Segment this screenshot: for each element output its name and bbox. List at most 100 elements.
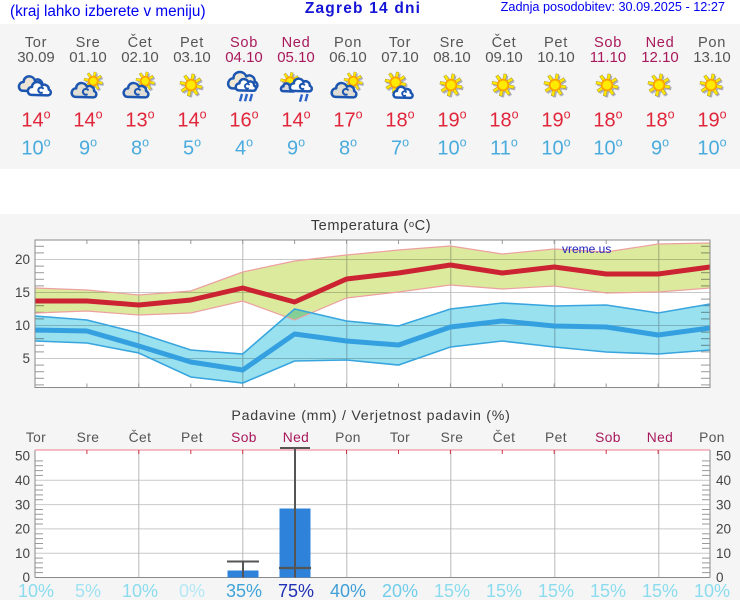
svg-text:16o: 16o: [229, 108, 258, 132]
svg-text:18o: 18o: [489, 108, 518, 132]
svg-text:40: 40: [15, 473, 30, 488]
svg-text:50: 50: [716, 449, 731, 464]
svg-text:Pet: Pet: [545, 430, 567, 445]
svg-text:Čet: Čet: [492, 34, 517, 51]
svg-text:0%: 0%: [179, 581, 205, 600]
svg-text:30.09: 30.09: [17, 49, 55, 66]
svg-text:5%: 5%: [75, 581, 101, 600]
svg-text:35%: 35%: [226, 581, 262, 600]
svg-text:15%: 15%: [538, 581, 574, 600]
svg-text:40: 40: [716, 473, 731, 488]
svg-text:Pet: Pet: [181, 430, 203, 445]
svg-text:8o: 8o: [131, 136, 149, 160]
svg-text:10%: 10%: [18, 581, 54, 600]
svg-text:10o: 10o: [541, 136, 570, 160]
svg-text:Pon: Pon: [699, 430, 725, 445]
svg-text:Čet: Čet: [128, 34, 153, 51]
svg-text:10: 10: [716, 546, 731, 561]
svg-text:30: 30: [15, 497, 30, 512]
svg-text:75%: 75%: [278, 581, 314, 600]
svg-text:40%: 40%: [330, 581, 366, 600]
svg-text:30: 30: [716, 497, 731, 512]
svg-text:14o: 14o: [177, 108, 206, 132]
svg-text:Pet: Pet: [180, 35, 204, 51]
svg-text:20: 20: [15, 522, 30, 537]
svg-text:9o: 9o: [287, 136, 305, 160]
svg-text:5o: 5o: [183, 136, 201, 160]
svg-text:Sre: Sre: [76, 35, 101, 51]
svg-text:Sob: Sob: [594, 35, 622, 51]
svg-text:Tor: Tor: [390, 430, 410, 445]
svg-text:08.10: 08.10: [433, 49, 471, 66]
svg-text:50: 50: [15, 449, 30, 464]
svg-text:Pet: Pet: [544, 35, 568, 51]
svg-text:Pon: Pon: [334, 35, 362, 51]
svg-text:05.10: 05.10: [277, 49, 315, 66]
svg-text:14o: 14o: [73, 108, 102, 132]
svg-text:Temperatura (oC): Temperatura (oC): [311, 218, 431, 234]
svg-text:13.10: 13.10: [693, 49, 731, 66]
svg-text:10.10: 10.10: [537, 49, 575, 66]
svg-text:7o: 7o: [391, 136, 409, 160]
svg-text:15%: 15%: [486, 581, 522, 600]
svg-text:01.10: 01.10: [69, 49, 107, 66]
svg-text:Čet: Čet: [129, 429, 152, 445]
svg-text:Čet: Čet: [493, 429, 516, 445]
svg-text:Sob: Sob: [595, 430, 621, 445]
svg-text:15: 15: [15, 285, 30, 300]
svg-text:Sob: Sob: [230, 35, 258, 51]
svg-text:Sre: Sre: [77, 430, 100, 445]
svg-text:18o: 18o: [645, 108, 674, 132]
svg-text:15%: 15%: [434, 581, 470, 600]
svg-text:10: 10: [15, 546, 30, 561]
svg-text:18o: 18o: [593, 108, 622, 132]
svg-text:17o: 17o: [333, 108, 362, 132]
svg-text:10o: 10o: [697, 136, 726, 160]
svg-text:Ned: Ned: [283, 430, 310, 445]
svg-text:Pon: Pon: [335, 430, 361, 445]
svg-text:10o: 10o: [21, 136, 50, 160]
svg-text:09.10: 09.10: [485, 49, 523, 66]
svg-text:10: 10: [15, 318, 30, 333]
svg-text:19o: 19o: [437, 108, 466, 132]
svg-text:Tor: Tor: [26, 430, 46, 445]
svg-text:Ned: Ned: [647, 430, 674, 445]
svg-text:Pon: Pon: [698, 35, 726, 51]
svg-text:07.10: 07.10: [381, 49, 419, 66]
svg-text:0: 0: [22, 570, 30, 585]
svg-text:4o: 4o: [235, 136, 253, 160]
svg-text:20: 20: [15, 252, 30, 267]
svg-text:11.10: 11.10: [590, 49, 626, 66]
svg-text:Sre: Sre: [441, 430, 464, 445]
svg-text:02.10: 02.10: [121, 49, 159, 66]
svg-text:Ned: Ned: [646, 35, 675, 51]
svg-text:5: 5: [22, 351, 30, 366]
svg-text:04.10: 04.10: [225, 49, 263, 66]
svg-text:12.10: 12.10: [641, 49, 679, 66]
svg-text:15%: 15%: [590, 581, 626, 600]
svg-text:Padavine (mm) / Verjetnost pad: Padavine (mm) / Verjetnost padavin (%): [231, 408, 510, 424]
svg-text:10%: 10%: [694, 581, 730, 600]
svg-text:0: 0: [716, 570, 724, 585]
svg-text:15%: 15%: [642, 581, 678, 600]
svg-text:10%: 10%: [122, 581, 158, 600]
svg-text:Tor: Tor: [389, 35, 411, 51]
svg-text:10o: 10o: [437, 136, 466, 160]
svg-text:14o: 14o: [281, 108, 310, 132]
svg-text:20: 20: [716, 522, 731, 537]
svg-text:Tor: Tor: [25, 35, 47, 51]
svg-text:18o: 18o: [385, 108, 414, 132]
svg-text:Sob: Sob: [231, 430, 257, 445]
svg-text:10o: 10o: [593, 136, 622, 160]
svg-text:11o: 11o: [490, 136, 518, 160]
svg-text:9o: 9o: [651, 136, 669, 160]
svg-text:19o: 19o: [541, 108, 570, 132]
svg-text:Ned: Ned: [282, 35, 311, 51]
svg-text:20%: 20%: [382, 581, 418, 600]
svg-text:9o: 9o: [79, 136, 97, 160]
svg-text:vreme.us: vreme.us: [562, 242, 611, 256]
svg-text:06.10: 06.10: [329, 49, 367, 66]
svg-text:Sre: Sre: [440, 35, 465, 51]
svg-text:8o: 8o: [339, 136, 357, 160]
svg-text:03.10: 03.10: [173, 49, 211, 66]
